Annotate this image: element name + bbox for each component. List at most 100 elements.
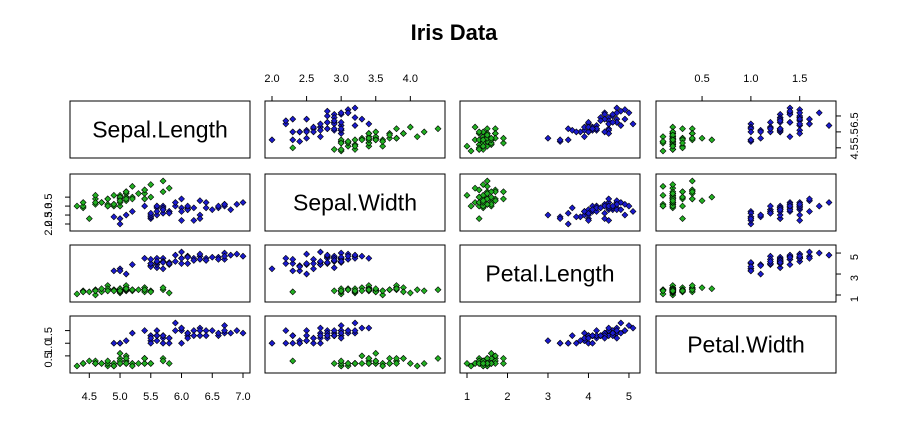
data-point	[479, 360, 487, 367]
data-point	[141, 327, 149, 335]
data-point	[289, 136, 297, 144]
data-point	[178, 248, 185, 256]
data-point	[372, 136, 380, 144]
data-point	[122, 211, 130, 219]
data-point	[806, 248, 813, 256]
data-point	[688, 282, 696, 289]
data-point	[786, 261, 794, 269]
data-point	[475, 215, 483, 223]
data-point	[786, 107, 794, 115]
data-point	[379, 362, 387, 370]
tick-label-Petal.Length: 1	[849, 296, 861, 302]
data-point	[825, 199, 833, 206]
data-point	[110, 362, 118, 370]
tick-label-Sepal.Length: 6.5	[849, 112, 861, 127]
data-point	[585, 209, 592, 217]
data-point	[621, 211, 629, 219]
data-point	[110, 287, 118, 295]
data-point	[386, 286, 394, 294]
data-point	[135, 360, 142, 367]
data-point	[98, 285, 106, 293]
data-point	[316, 339, 324, 347]
data-point	[776, 211, 784, 219]
data-point	[386, 131, 394, 139]
data-point	[135, 286, 142, 294]
data-point	[605, 195, 613, 203]
data-point	[316, 248, 324, 256]
data-point	[372, 285, 380, 293]
data-point	[171, 199, 179, 206]
data-point	[178, 324, 185, 332]
data-point	[413, 286, 421, 294]
data-point	[289, 128, 297, 136]
data-point	[475, 128, 483, 136]
data-point	[379, 142, 387, 150]
data-point	[621, 327, 629, 335]
data-point	[434, 354, 442, 362]
data-point	[85, 215, 93, 223]
data-point	[757, 211, 765, 219]
data-point	[171, 251, 179, 259]
data-point	[420, 287, 428, 295]
data-point	[289, 115, 297, 123]
data-point	[153, 258, 161, 265]
data-point	[609, 329, 617, 337]
data-point	[153, 332, 161, 340]
data-point	[147, 209, 155, 217]
data-point	[196, 332, 204, 340]
data-point	[757, 262, 765, 270]
data-point	[128, 329, 136, 337]
data-point	[239, 199, 247, 206]
data-point	[316, 324, 324, 332]
data-point	[316, 133, 324, 141]
data-point	[589, 206, 596, 214]
data-point	[601, 128, 609, 136]
data-point	[351, 104, 359, 112]
data-point	[500, 354, 507, 362]
data-point	[344, 252, 352, 260]
data-point	[467, 362, 475, 370]
data-point	[330, 125, 338, 133]
data-point	[572, 339, 580, 347]
data-point	[128, 261, 136, 269]
data-point	[629, 208, 637, 215]
tick-label-Sepal.Length: 6.0	[174, 391, 189, 403]
data-point	[479, 202, 487, 210]
panel-frame-Sepal.Width-Sepal.Length	[69, 173, 251, 232]
data-point	[544, 211, 552, 219]
data-point	[351, 251, 359, 259]
data-point	[669, 142, 677, 150]
data-point	[659, 182, 667, 190]
data-point	[669, 202, 677, 210]
data-point	[815, 202, 823, 210]
data-point	[159, 284, 167, 292]
data-point	[617, 329, 625, 337]
data-point	[282, 117, 290, 125]
data-point	[708, 285, 716, 293]
data-point	[786, 202, 794, 210]
tick-label-Sepal.Length: 6.5	[205, 391, 220, 403]
data-point	[434, 125, 442, 133]
data-point	[463, 191, 471, 199]
data-point	[110, 267, 118, 275]
data-point	[585, 128, 592, 136]
data-point	[337, 145, 345, 153]
data-point	[365, 360, 373, 367]
data-point	[159, 206, 167, 214]
data-point	[116, 360, 124, 367]
data-point	[351, 142, 359, 150]
data-point	[776, 125, 784, 133]
panel-frame-Sepal.Width-Petal.Width	[655, 173, 837, 232]
data-point	[393, 134, 400, 142]
data-point	[479, 136, 487, 144]
panel-frame-Sepal.Width-Petal.Length	[459, 173, 641, 232]
data-point	[190, 256, 198, 264]
data-point	[572, 213, 580, 221]
data-point	[688, 134, 696, 142]
data-point	[116, 349, 124, 357]
data-point	[208, 253, 216, 261]
data-point	[165, 339, 173, 347]
data-point	[141, 202, 149, 210]
data-point	[379, 138, 387, 145]
data-point	[289, 288, 297, 296]
